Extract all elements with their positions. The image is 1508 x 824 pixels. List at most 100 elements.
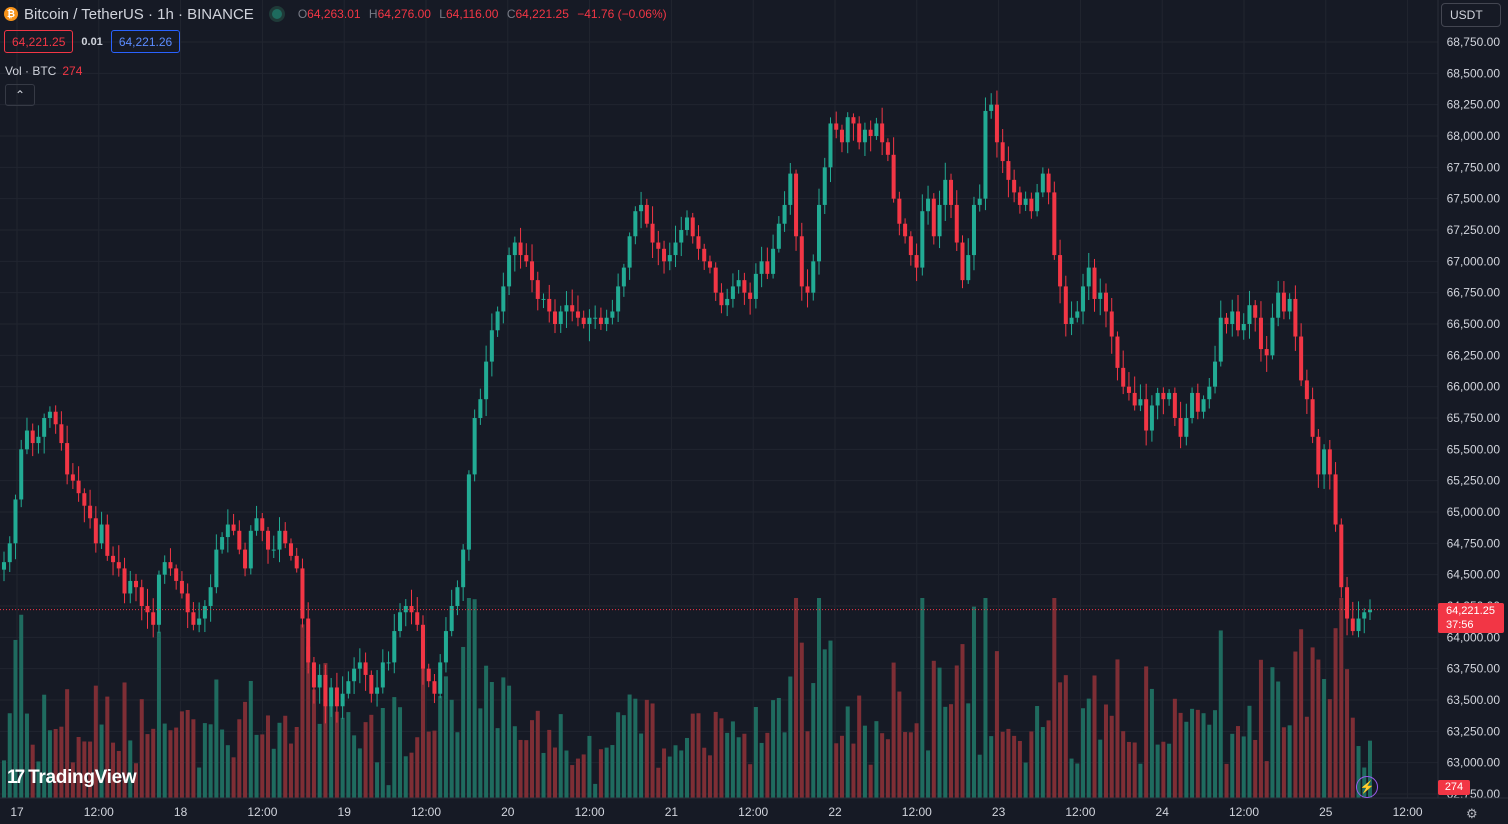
- collapse-legend-button[interactable]: ⌃: [5, 84, 35, 106]
- bolt-icon[interactable]: ⚡: [1356, 776, 1378, 798]
- volume-bar: [558, 714, 563, 798]
- volume-bar: [185, 710, 190, 798]
- volume-bar: [530, 720, 535, 798]
- candle-body: [277, 530, 282, 550]
- symbol-header[interactable]: ₿ Bitcoin / TetherUS · 1h · BINANCE O64,…: [4, 5, 672, 23]
- volume-bar: [937, 667, 942, 798]
- candle-body: [363, 662, 368, 675]
- candle-body: [1081, 286, 1086, 312]
- volume-bar: [880, 733, 885, 798]
- volume-bar: [1264, 761, 1269, 798]
- candle-body: [248, 530, 253, 569]
- volume-bar: [966, 703, 971, 798]
- y-tick-label: 64,000.00: [1447, 630, 1501, 644]
- symbol-title[interactable]: Bitcoin / TetherUS · 1h · BINANCE: [24, 5, 254, 23]
- volume-bar: [742, 733, 747, 798]
- volume-bar: [794, 598, 799, 798]
- candle-body: [994, 104, 999, 143]
- volume-bar: [656, 767, 661, 798]
- volume-bar: [610, 745, 615, 798]
- volume-bar: [105, 696, 110, 798]
- candle-body: [971, 204, 976, 256]
- gear-icon[interactable]: ⚙: [1466, 806, 1478, 821]
- candle-body: [885, 142, 890, 155]
- volume-bar: [7, 713, 12, 798]
- ohlc-low-label: L: [439, 7, 446, 21]
- y-tick-label: 66,000.00: [1447, 380, 1501, 394]
- volume-bar: [644, 699, 649, 798]
- volume-bar: [461, 646, 466, 798]
- candle-body: [719, 292, 724, 306]
- volume-bar: [1195, 709, 1200, 798]
- candle-body: [13, 499, 18, 544]
- candle-body: [7, 543, 12, 563]
- candle-body: [788, 173, 793, 205]
- time-axis-bg: [0, 798, 1508, 824]
- candle-body: [610, 311, 615, 318]
- candle-body: [713, 267, 718, 293]
- candle-body: [966, 255, 971, 281]
- y-tick-label: 67,500.00: [1447, 192, 1501, 206]
- volume-bar: [575, 758, 580, 798]
- candle-body: [552, 311, 558, 324]
- volume-bar: [375, 762, 380, 798]
- volume-bar: [329, 705, 334, 798]
- volume-bar: [828, 640, 833, 798]
- candle-body: [954, 204, 959, 243]
- volume-value: 274: [62, 64, 83, 78]
- volume-bar: [839, 735, 844, 798]
- volume-bar: [868, 764, 873, 798]
- candle-body: [828, 123, 833, 168]
- candle-body: [547, 298, 552, 312]
- volume-bar: [1115, 659, 1120, 798]
- volume-bar: [782, 732, 787, 798]
- volume-bar: [13, 639, 18, 798]
- volume-bar: [99, 724, 104, 798]
- volume-bar: [30, 744, 35, 798]
- candle-body: [306, 618, 311, 663]
- sell-price-button[interactable]: 64,221.25: [4, 30, 74, 53]
- y-tick-label: 64,500.00: [1447, 568, 1501, 582]
- volume-bar: [633, 698, 638, 798]
- spread-value: 0.01: [81, 35, 103, 48]
- candle-body: [1333, 474, 1338, 525]
- candle-body: [587, 317, 592, 324]
- volume-bar: [1029, 731, 1034, 798]
- candle-body: [862, 129, 867, 143]
- volume-bar: [151, 728, 156, 798]
- volume-bar: [392, 697, 397, 798]
- candle-body: [438, 662, 443, 694]
- volume-legend[interactable]: Vol · BTC 274: [5, 64, 82, 78]
- buy-price-button[interactable]: 64,221.26: [110, 30, 181, 53]
- volume-bar: [197, 767, 202, 798]
- y-tick-label: 68,250.00: [1447, 98, 1501, 112]
- last-price-tag: 64,221.25 37:56: [1438, 603, 1504, 633]
- candle-body: [30, 430, 35, 444]
- candle-body: [1, 562, 7, 570]
- trade-buttons: 64,221.25 0.01 64,221.26: [4, 30, 181, 53]
- market-status-icon[interactable]: [271, 9, 282, 19]
- volume-bar: [116, 750, 121, 798]
- volume-bar: [225, 745, 230, 798]
- volume-bar: [1345, 669, 1350, 798]
- volume-bar: [363, 722, 368, 798]
- volume-bar: [679, 750, 684, 798]
- volume-bar: [989, 736, 994, 798]
- candle-body: [816, 204, 822, 262]
- volume-bar: [220, 729, 225, 798]
- volume-bar: [42, 694, 47, 798]
- candle-body: [1213, 361, 1218, 387]
- volume-bar: [443, 676, 448, 798]
- candle-body: [507, 255, 512, 287]
- tradingview-logo[interactable]: 17 TradingView: [7, 767, 137, 789]
- volume-bar: [547, 729, 552, 798]
- currency-selector[interactable]: USDT: [1441, 3, 1501, 27]
- volume-bar: [409, 752, 414, 798]
- volume-bar: [897, 691, 902, 798]
- candle-body: [839, 129, 844, 143]
- candle-body: [1161, 392, 1166, 400]
- x-tick-label: 12:00: [247, 805, 277, 819]
- x-tick-label: 12:00: [84, 805, 114, 819]
- candle-body: [495, 311, 500, 331]
